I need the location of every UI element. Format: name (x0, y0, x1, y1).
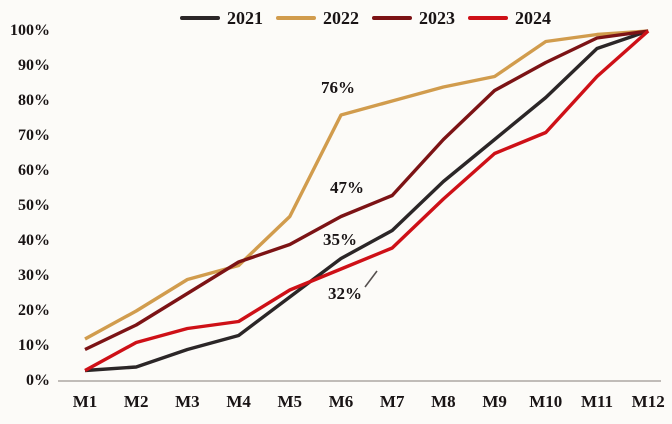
y-tick-label: 60% (18, 162, 50, 179)
y-tick-label: 0% (26, 372, 50, 389)
annotation-2023: 47% (330, 177, 364, 197)
legend-label: 2021 (227, 8, 263, 28)
series-line-2022 (84, 29, 649, 341)
y-tick-label: 50% (18, 197, 50, 214)
x-tick-label: M2 (123, 392, 149, 411)
legend-swatch-2024 (468, 16, 508, 20)
legend-swatch-2021 (180, 16, 220, 20)
annotation-2024: 32% (328, 284, 362, 303)
legend-item-2022: 2022 (276, 6, 359, 30)
legend-label: 2024 (515, 8, 551, 28)
y-tick-label: 10% (18, 337, 50, 354)
x-tick-label: M4 (226, 392, 251, 411)
x-tick-label: M1 (72, 392, 98, 411)
x-tick-label: M7 (379, 392, 405, 411)
y-tick-label: 70% (18, 127, 50, 144)
x-tick-label: M9 (482, 392, 507, 411)
legend-item-2024: 2024 (468, 6, 551, 30)
y-tick-label: 90% (18, 57, 50, 74)
legend-label: 2022 (323, 8, 359, 28)
x-tick-label: M5 (277, 392, 303, 411)
y-tick-label: 80% (18, 92, 50, 109)
y-tick-label: 40% (18, 232, 50, 249)
y-tick-label: 30% (18, 267, 50, 284)
x-tick-label: M12 (631, 392, 665, 411)
x-tick-label: M10 (529, 392, 563, 411)
legend-item-2023: 2023 (372, 6, 455, 30)
annotation-leader-line (364, 270, 378, 288)
legend-label: 2023 (419, 8, 455, 28)
annotation-2022: 76% (321, 78, 355, 97)
y-tick-label: 100% (10, 22, 50, 39)
series-line-2021 (84, 29, 649, 373)
x-tick-label: M8 (431, 392, 456, 411)
series-line-2024 (84, 29, 650, 372)
series-line-2023 (84, 29, 649, 352)
legend-swatch-2023 (372, 16, 412, 20)
legend-swatch-2022 (276, 16, 316, 20)
x-tick-label: M6 (328, 392, 354, 411)
x-tick-label: M11 (580, 392, 614, 411)
legend-item-2021: 2021 (180, 6, 263, 30)
chart-legend: 2021 2022 2023 2024 (180, 6, 551, 30)
y-tick-label: 20% (18, 302, 50, 319)
x-tick-label: M3 (175, 392, 200, 411)
annotation-2021: 35% (323, 229, 357, 249)
